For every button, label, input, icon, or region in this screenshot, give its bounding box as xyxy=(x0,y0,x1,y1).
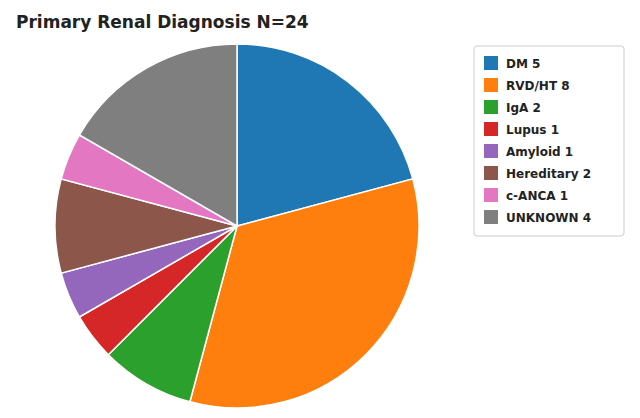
legend-swatch xyxy=(484,144,498,158)
legend-label: Amyloid 1 xyxy=(506,145,573,159)
legend-swatch xyxy=(484,210,498,224)
legend-swatch xyxy=(484,122,498,136)
legend-swatch xyxy=(484,166,498,180)
pie-slice xyxy=(79,44,237,226)
chart: Primary Renal Diagnosis N=24 DM 5 RVD/HT 8… xyxy=(0,0,640,418)
legend-item: Lupus 1 xyxy=(484,122,559,137)
legend-item: Hereditary 2 xyxy=(484,166,591,181)
legend-item: Amyloid 1 xyxy=(484,144,573,159)
legend-item: DM 5 xyxy=(484,56,540,71)
legend-label: Lupus 1 xyxy=(506,123,559,137)
legend: DM 5 RVD/HT 8 IgA 2 Lupus 1 Amyloid 1 Heredit… xyxy=(474,46,624,236)
legend-item: c-ANCA 1 xyxy=(484,188,568,203)
legend-item: RVD/HT 8 xyxy=(484,78,570,93)
legend-frame xyxy=(474,46,624,236)
legend-swatch xyxy=(484,188,498,202)
legend-swatch xyxy=(484,56,498,70)
legend-swatch xyxy=(484,100,498,114)
legend-swatch xyxy=(484,78,498,92)
legend-label: UNKNOWN 4 xyxy=(506,211,591,225)
legend-label: DM 5 xyxy=(506,57,540,71)
legend-label: IgA 2 xyxy=(506,101,541,115)
title: Primary Renal Diagnosis N=24 xyxy=(16,12,309,32)
legend-item: UNKNOWN 4 xyxy=(484,210,591,225)
legend-label: RVD/HT 8 xyxy=(506,79,570,93)
legend-label: Hereditary 2 xyxy=(506,167,591,181)
pie xyxy=(55,44,419,408)
legend-item: IgA 2 xyxy=(484,100,541,115)
legend-label: c-ANCA 1 xyxy=(506,189,568,203)
